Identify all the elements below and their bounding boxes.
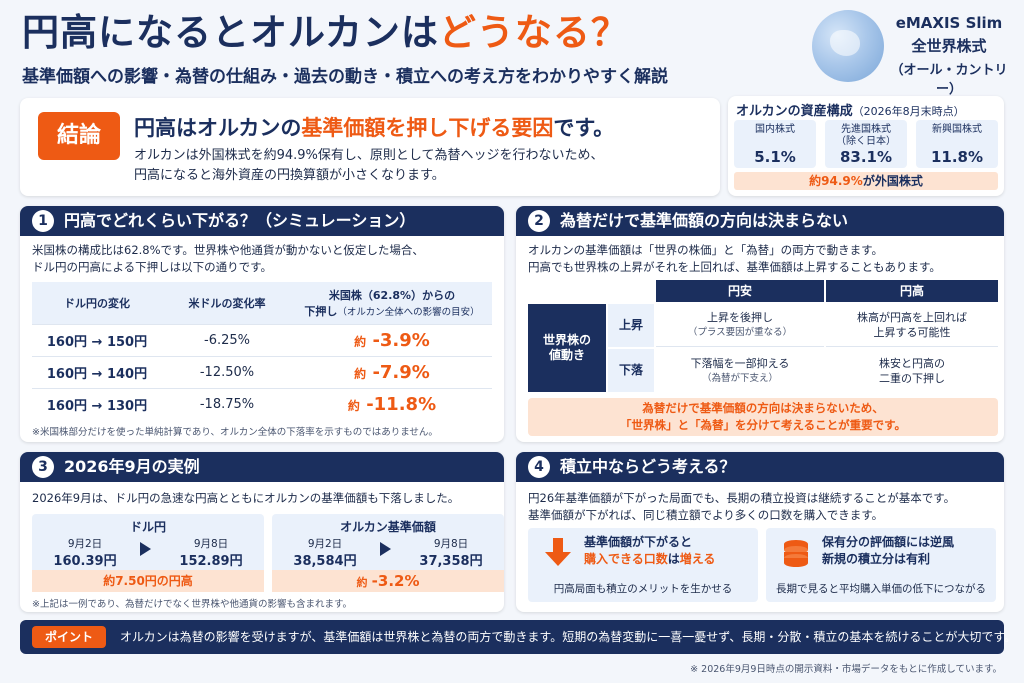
section-simulation: 1 円高でどれくらい下がる？（シミュレーション） 米国株の構成比は62.8%です。… bbox=[20, 206, 504, 442]
direction-callout: 為替だけで基準価額の方向は決まらないため、 「世界株」と「為替」を分けて考えるこ… bbox=[528, 398, 998, 436]
section1-header: 1 円高でどれくらい下がる？（シミュレーション） bbox=[20, 206, 504, 236]
header: 円高になるとオルカンはどうなる？ 基準価額への影響・為替の仕組み・過去の動き・積… bbox=[22, 6, 782, 96]
cell-down-strong: 株安と円高の 二重の下押し bbox=[879, 356, 945, 385]
section4-text: 円26年基準価額が下がった局面でも、長期の積立投資は継続することが基本です。 基… bbox=[528, 491, 956, 522]
nav-box: オルカン基準価額 9月2日 38,584円 9月8日 37,358円 約 -3.… bbox=[272, 514, 504, 592]
foreign-stock-summary: 約94.9%が外国株式 bbox=[734, 172, 998, 190]
simulation-table: ドル円の変化 米ドルの変化率 米国株（62.8%）からの 下押し（オルカン全体への… bbox=[32, 282, 492, 420]
section4-header: 4 積立中ならどう考える？ bbox=[516, 452, 1004, 482]
asset-emerging: 新興国株式 11.8% bbox=[916, 120, 998, 168]
usdjpy-box: ドル円 9月2日 160.39円 9月8日 152.89円 約7.50円の円高 bbox=[32, 514, 264, 592]
asset-developed: 先進国株式 （除く日本） 83.1% bbox=[825, 120, 907, 168]
section3-note: ※上記は一例であり、為替だけでなく世界株や他通貨の影響も含まれます。 bbox=[32, 599, 353, 610]
cell-down-weak: 下落幅を一部抑える （為替が下支え） bbox=[690, 356, 790, 384]
section1-text: 米国株の構成比は62.8%です。世界株や他通貨が動かないと仮定した場合、 ドル円… bbox=[32, 243, 424, 274]
table-row: 160円 → 130円 -18.75% 約 -11.8% bbox=[32, 387, 492, 420]
point-text: オルカンは為替の影響を受けますが、基準価額は世界株と為替の両方で動きます。短期の… bbox=[120, 630, 1017, 644]
cell-up-weak: 上昇を後押し （プラス要因が重なる） bbox=[656, 304, 824, 347]
units-increase-box: 基準価額が下がると 購入できる口数は増える 円高局面も積立のメリットを生かせる bbox=[528, 528, 758, 602]
section2-text: オルカンの基準価額は「世界の株価」と「為替」の両方で動きます。 円高でも世界株の… bbox=[528, 243, 941, 274]
footnote: ※ 2026年9月9日時点の開示資料・市場データをもとに作成しています。 bbox=[690, 664, 1002, 675]
table-row: 160円 → 150円 -6.25% 約 -3.9% bbox=[32, 323, 492, 356]
conclusion-tag: 結論 bbox=[38, 112, 120, 160]
page-title: 円高になるとオルカンはどうなる？ bbox=[22, 11, 629, 54]
brand-line3: （オール・カントリー） bbox=[890, 63, 1008, 97]
section2-header: 2 為替だけで基準価額の方向は決まらない bbox=[516, 206, 1004, 236]
page-subtitle: 基準価額への影響・為替の仕組み・過去の動き・積立への考え方をわかりやすく解説 bbox=[22, 67, 668, 87]
fund-brand: eMAXIS Slim 全世界株式 （オール・カントリー） bbox=[884, 14, 1014, 97]
conclusion-panel: 結論 円高はオルカンの基準価額を押し下げる要因です。 オルカンは外国株式を約94… bbox=[20, 98, 720, 196]
coins-icon bbox=[784, 540, 808, 567]
col-weak-yen: 円安 bbox=[656, 280, 824, 302]
section-dca: 4 積立中ならどう考える？ 円26年基準価額が下がった局面でも、長期の積立投資は継… bbox=[516, 452, 1004, 612]
row-label: 世界株の 値動き bbox=[528, 304, 606, 392]
section-direction: 2 為替だけで基準価額の方向は決まらない オルカンの基準価額は「世界の株価」と「為… bbox=[516, 206, 1004, 442]
section3-text: 2026年9月は、ドル円の急速な円高とともにオルカンの基準価額も下落しました。 bbox=[32, 491, 460, 505]
conclusion-heading: 円高はオルカンの基準価額を押し下げる要因です。 bbox=[134, 116, 615, 140]
asset-composition-panel: オルカンの資産構成（2026年8月末時点） 国内株式 5.1% 先進国株式 （除く… bbox=[728, 96, 1004, 196]
arrow-right-icon bbox=[380, 542, 391, 556]
section3-header: 3 2026年9月の実例 bbox=[20, 452, 504, 482]
conclusion-body: オルカンは外国株式を約94.9%保有し、原則として為替ヘッジを行わないため、 円… bbox=[134, 148, 604, 183]
point-tag: ポイント bbox=[32, 626, 106, 648]
section-example: 3 2026年9月の実例 2026年9月は、ドル円の急速な円高とともにオルカンの基… bbox=[20, 452, 504, 612]
col-strong-yen: 円高 bbox=[826, 280, 998, 302]
scenario-matrix: 円安 円高 世界株の 値動き 上昇 下落 上昇を後押し （プラス要因が重なる） 株高… bbox=[528, 280, 998, 392]
row-down: 下落 bbox=[608, 349, 654, 392]
arrow-down-icon bbox=[545, 538, 571, 566]
cell-up-strong: 株高が円高を上回れば 上昇する可能性 bbox=[826, 304, 998, 347]
new-buys-advantage-box: 保有分の評価額には逆風 新規の積立分は有利 長期で見ると平均購入単価の低下につなが… bbox=[766, 528, 996, 602]
row-up: 上昇 bbox=[608, 304, 654, 347]
point-bar: ポイント オルカンは為替の影響を受けますが、基準価額は世界株と為替の両方で動きま… bbox=[20, 620, 1016, 654]
table-row: 160円 → 140円 -12.50% 約 -7.9% bbox=[32, 355, 492, 388]
brand-line2: 全世界株式 bbox=[911, 37, 987, 55]
asset-composition-title: オルカンの資産構成（2026年8月末時点） bbox=[736, 104, 965, 119]
section1-note: ※米国株部分だけを使った単純計算であり、オルカン全体の下落率を示すものではありま… bbox=[32, 427, 438, 438]
arrow-right-icon bbox=[140, 542, 151, 556]
asset-domestic: 国内株式 5.1% bbox=[734, 120, 816, 168]
brand-line1: eMAXIS Slim bbox=[895, 14, 1003, 32]
globe-icon bbox=[812, 10, 884, 82]
